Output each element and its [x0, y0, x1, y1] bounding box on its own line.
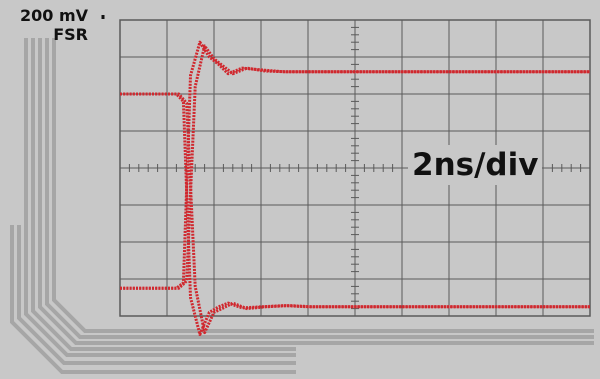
timebase-label: 2ns/div: [408, 145, 543, 185]
lead-trace: [24, 38, 296, 357]
lead-trace: [45, 38, 594, 339]
lead-trace: [38, 38, 594, 345]
waveform-series-4: [120, 92, 590, 335]
lead-trace: [10, 225, 296, 374]
vertical-scale-unit: FSR: [53, 25, 88, 44]
waveform-traces: [120, 40, 590, 336]
waveform-series-3: [120, 44, 590, 290]
lead-trace: [52, 38, 594, 333]
vertical-scale-value: 200 mV: [19, 6, 88, 25]
circuit-leads: [10, 38, 594, 374]
lead-trace: [31, 38, 296, 351]
lead-trace: [17, 225, 296, 365]
vertical-scale-label: 200 mV FSR: [8, 6, 88, 44]
